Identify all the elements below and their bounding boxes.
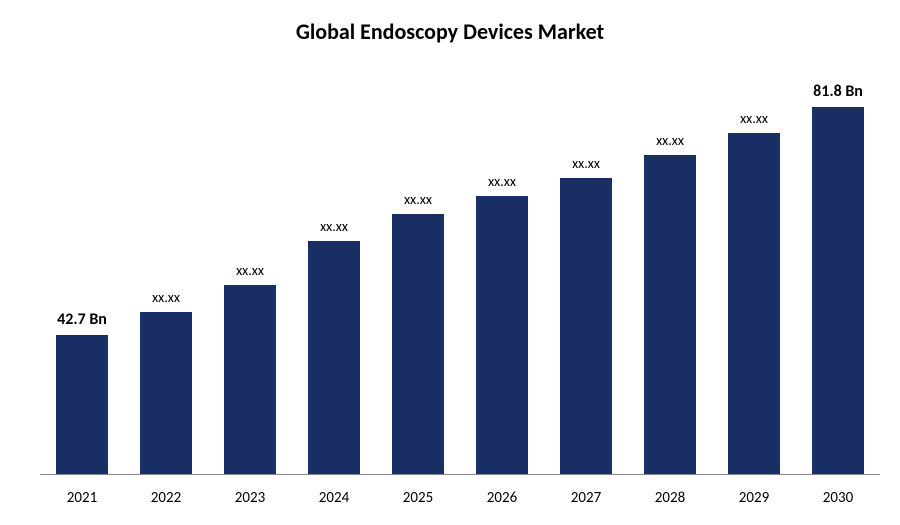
bar-slot: xx.xx <box>124 70 208 474</box>
x-axis-label: 2026 <box>460 489 544 507</box>
bar-slot: xx.xx <box>376 70 460 474</box>
bar-value-label: xx.xx <box>488 173 516 190</box>
bar-value-label: xx.xx <box>236 262 264 279</box>
bar <box>644 155 696 474</box>
x-axis-label: 2027 <box>544 489 628 507</box>
bar-slot: xx.xx <box>208 70 292 474</box>
bar-slot: xx.xx <box>544 70 628 474</box>
bar <box>140 312 192 474</box>
bar-slot: xx.xx <box>628 70 712 474</box>
bar <box>728 133 780 474</box>
chart-title: Global Endoscopy Devices Market <box>0 0 900 45</box>
bar-slot: xx.xx <box>460 70 544 474</box>
x-axis: 2021202220232024202520262027202820292030 <box>40 489 880 507</box>
bar-value-label: xx.xx <box>656 132 684 149</box>
x-axis-label: 2023 <box>208 489 292 507</box>
chart-plot-area: 42.7 Bn xx.xx xx.xx xx.xx xx.xx xx.xx xx.xx xx.… <box>40 70 880 475</box>
bar-slot: 42.7 Bn <box>40 70 124 474</box>
bar <box>560 178 612 474</box>
x-axis-label: 2028 <box>628 489 712 507</box>
bar <box>56 335 108 474</box>
x-axis-label: 2029 <box>712 489 796 507</box>
x-axis-label: 2025 <box>376 489 460 507</box>
bar-value-label: xx.xx <box>320 218 348 235</box>
bar-value-label: xx.xx <box>572 155 600 172</box>
bar <box>224 285 276 474</box>
bars-container: 42.7 Bn xx.xx xx.xx xx.xx xx.xx xx.xx xx.xx xx.… <box>40 70 880 474</box>
bar-value-label: 42.7 Bn <box>57 310 107 329</box>
x-axis-label: 2024 <box>292 489 376 507</box>
bar-value-label: 81.8 Bn <box>813 82 863 101</box>
bar <box>812 107 864 474</box>
bar-value-label: xx.xx <box>404 191 432 208</box>
bar <box>392 214 444 474</box>
bar-value-label: xx.xx <box>740 110 768 127</box>
bar-value-label: xx.xx <box>152 289 180 306</box>
x-axis-label: 2022 <box>124 489 208 507</box>
x-axis-label: 2030 <box>796 489 880 507</box>
x-axis-label: 2021 <box>40 489 124 507</box>
bar <box>308 241 360 474</box>
bar-slot: 81.8 Bn <box>796 70 880 474</box>
bar <box>476 196 528 474</box>
bar-slot: xx.xx <box>712 70 796 474</box>
bar-slot: xx.xx <box>292 70 376 474</box>
